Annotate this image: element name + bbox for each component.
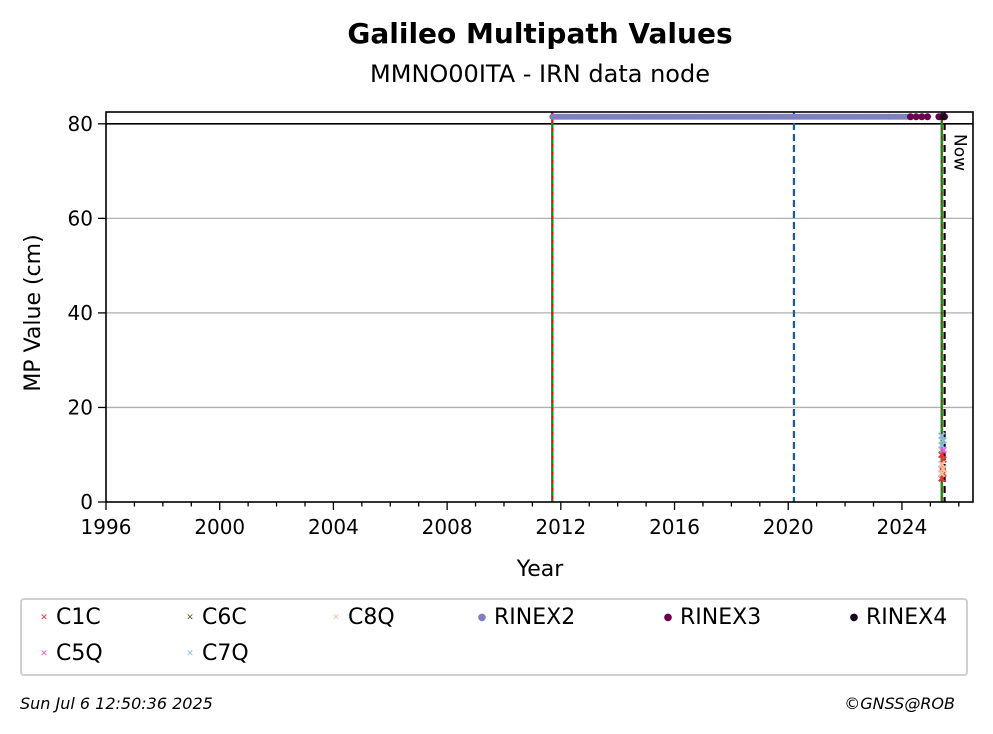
legend-marker: ● bbox=[477, 612, 487, 623]
legend-label: C7Q bbox=[202, 641, 249, 666]
x-tick-label: 2004 bbox=[308, 515, 359, 539]
chart-title: Galileo Multipath Values bbox=[347, 17, 732, 50]
data-point-c7q bbox=[939, 436, 947, 445]
legend-marker: ✕ bbox=[40, 613, 48, 623]
data-point-c7q bbox=[938, 432, 946, 440]
legend-marker: ✕ bbox=[40, 649, 48, 659]
data-point-c8q bbox=[939, 465, 947, 473]
footer-credit: ©GNSS@ROB bbox=[844, 694, 955, 713]
y-tick-label: 40 bbox=[68, 301, 93, 325]
data-point-rinex4 bbox=[939, 113, 947, 121]
x-tick-label: 2000 bbox=[194, 515, 245, 539]
data-point-rinex3 bbox=[912, 113, 920, 121]
x-tick-label: 2024 bbox=[876, 515, 927, 539]
y-tick-label: 80 bbox=[68, 112, 93, 136]
x-tick-label: 2020 bbox=[763, 515, 814, 539]
data-point-c7q bbox=[938, 441, 946, 449]
legend-label: C1C bbox=[56, 605, 101, 630]
data-point-rinex3 bbox=[906, 113, 914, 121]
legend-label: C5Q bbox=[56, 641, 103, 666]
plot-frame bbox=[105, 111, 974, 503]
legend-label: RINEX2 bbox=[494, 605, 576, 630]
legend-marker: ✕ bbox=[332, 613, 340, 623]
data-point-c5q bbox=[939, 446, 947, 454]
data-point-rinex3 bbox=[918, 113, 926, 121]
legend-label: RINEX4 bbox=[866, 605, 948, 630]
x-tick-label: 2008 bbox=[422, 515, 473, 539]
footer-timestamp: Sun Jul 6 12:50:36 2025 bbox=[20, 694, 213, 713]
legend-marker: ✕ bbox=[186, 649, 194, 659]
y-axis-label: MP Value (cm) bbox=[21, 234, 46, 391]
plot-area: Now 1996 2000 2004 2008 2012 2016 2020 2024 0 20 40… bbox=[68, 111, 974, 539]
x-axis-label: Year bbox=[516, 557, 565, 582]
data-point-c1c bbox=[939, 455, 947, 464]
now-label: Now bbox=[950, 134, 970, 171]
data-point-c8q bbox=[938, 469, 946, 478]
data-point-c1c bbox=[938, 451, 946, 459]
legend-label: RINEX3 bbox=[680, 605, 762, 630]
y-tick-label: 60 bbox=[68, 206, 93, 230]
legend-label: C8Q bbox=[348, 605, 395, 630]
legend-marker: ● bbox=[849, 612, 859, 623]
x-tick-label: 2016 bbox=[649, 515, 700, 539]
legend-marker: ✕ bbox=[186, 613, 194, 623]
legend-label: C6C bbox=[202, 605, 247, 630]
data-point-rinex3 bbox=[924, 113, 932, 121]
x-tick-label: 1996 bbox=[81, 515, 132, 539]
legend-marker: ● bbox=[663, 612, 673, 623]
legend: ✕ C1C ✕ C6C ✕ C8Q ● RINEX2 ● RINEX3 ● RINEX4 ✕ C5Q ✕ C7… bbox=[20, 598, 968, 676]
y-tick-label: 0 bbox=[80, 490, 93, 514]
data-point-c8q bbox=[938, 460, 946, 468]
x-tick-label: 2012 bbox=[535, 515, 586, 539]
y-tick-label: 20 bbox=[68, 395, 93, 419]
chart-subtitle: MMNO00ITA - IRN data node bbox=[370, 60, 710, 88]
